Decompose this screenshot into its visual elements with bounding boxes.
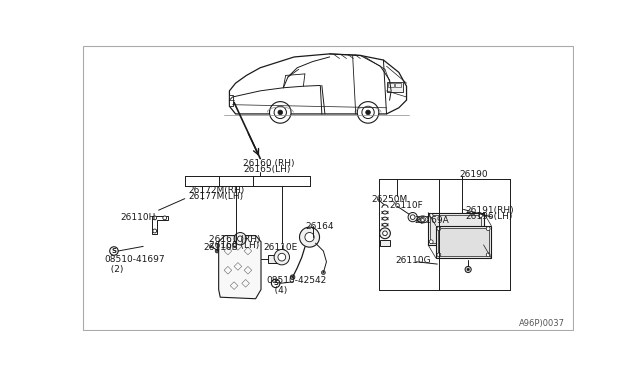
Circle shape [109, 247, 118, 255]
Text: 26172M(RH): 26172M(RH) [188, 186, 244, 195]
Circle shape [437, 253, 441, 257]
Bar [395, 83, 401, 87]
Circle shape [237, 236, 243, 241]
Text: A96P)0037: A96P)0037 [519, 319, 565, 328]
Circle shape [362, 106, 374, 119]
Circle shape [274, 106, 287, 119]
Circle shape [365, 110, 371, 115]
Circle shape [465, 266, 471, 273]
Circle shape [271, 279, 280, 288]
Text: 26166 (LH): 26166 (LH) [209, 241, 259, 250]
Text: 26169A: 26169A [414, 216, 449, 225]
Text: 26161 (RH): 26161 (RH) [209, 235, 260, 244]
Bar [380, 240, 390, 246]
Bar [230, 96, 234, 106]
Bar [388, 83, 394, 87]
Circle shape [429, 214, 433, 218]
Text: 26110E: 26110E [263, 243, 298, 252]
Text: 26110B: 26110B [204, 243, 238, 252]
Polygon shape [230, 54, 406, 114]
Polygon shape [428, 212, 484, 245]
Text: S: S [273, 280, 278, 286]
Bar [387, 81, 403, 92]
Bar [438, 228, 489, 256]
Polygon shape [152, 216, 168, 234]
Circle shape [479, 240, 483, 244]
Circle shape [291, 275, 295, 279]
Circle shape [479, 214, 483, 218]
Circle shape [305, 232, 314, 242]
Circle shape [380, 228, 390, 239]
Text: 08510-41697
  (2): 08510-41697 (2) [105, 255, 165, 274]
Circle shape [300, 227, 319, 247]
Text: 26110H: 26110H [120, 212, 156, 221]
Circle shape [278, 110, 283, 115]
Text: 26196(LH): 26196(LH) [465, 212, 513, 221]
Text: 26164: 26164 [305, 222, 333, 231]
Circle shape [269, 102, 291, 123]
Circle shape [215, 249, 219, 253]
Circle shape [357, 102, 379, 123]
Text: S: S [111, 248, 116, 254]
Text: 26190: 26190 [459, 170, 488, 179]
Text: 26110G: 26110G [396, 256, 431, 265]
Polygon shape [436, 225, 492, 258]
Circle shape [467, 268, 469, 271]
Circle shape [274, 250, 289, 265]
Bar [268, 255, 279, 263]
Circle shape [153, 216, 157, 220]
Circle shape [163, 216, 166, 220]
Text: 08510-42542
   (4): 08510-42542 (4) [266, 276, 326, 295]
Bar [431, 215, 481, 243]
Ellipse shape [420, 218, 426, 221]
Text: 26191(RH): 26191(RH) [465, 206, 514, 215]
Circle shape [410, 215, 415, 219]
Text: 26250M: 26250M [371, 195, 408, 204]
Circle shape [234, 232, 246, 245]
Circle shape [153, 229, 157, 233]
Circle shape [486, 253, 490, 257]
Circle shape [321, 271, 325, 275]
Text: 26110F: 26110F [390, 201, 423, 210]
Circle shape [486, 227, 490, 231]
Circle shape [278, 253, 285, 261]
Circle shape [429, 240, 433, 244]
Text: 26160 (RH): 26160 (RH) [243, 158, 295, 168]
Text: 26177M(LH): 26177M(LH) [188, 192, 243, 201]
Text: 26165(LH): 26165(LH) [243, 165, 291, 174]
Circle shape [437, 227, 441, 231]
Ellipse shape [417, 216, 428, 223]
Circle shape [383, 231, 387, 235]
Polygon shape [219, 235, 261, 299]
Circle shape [408, 212, 417, 222]
